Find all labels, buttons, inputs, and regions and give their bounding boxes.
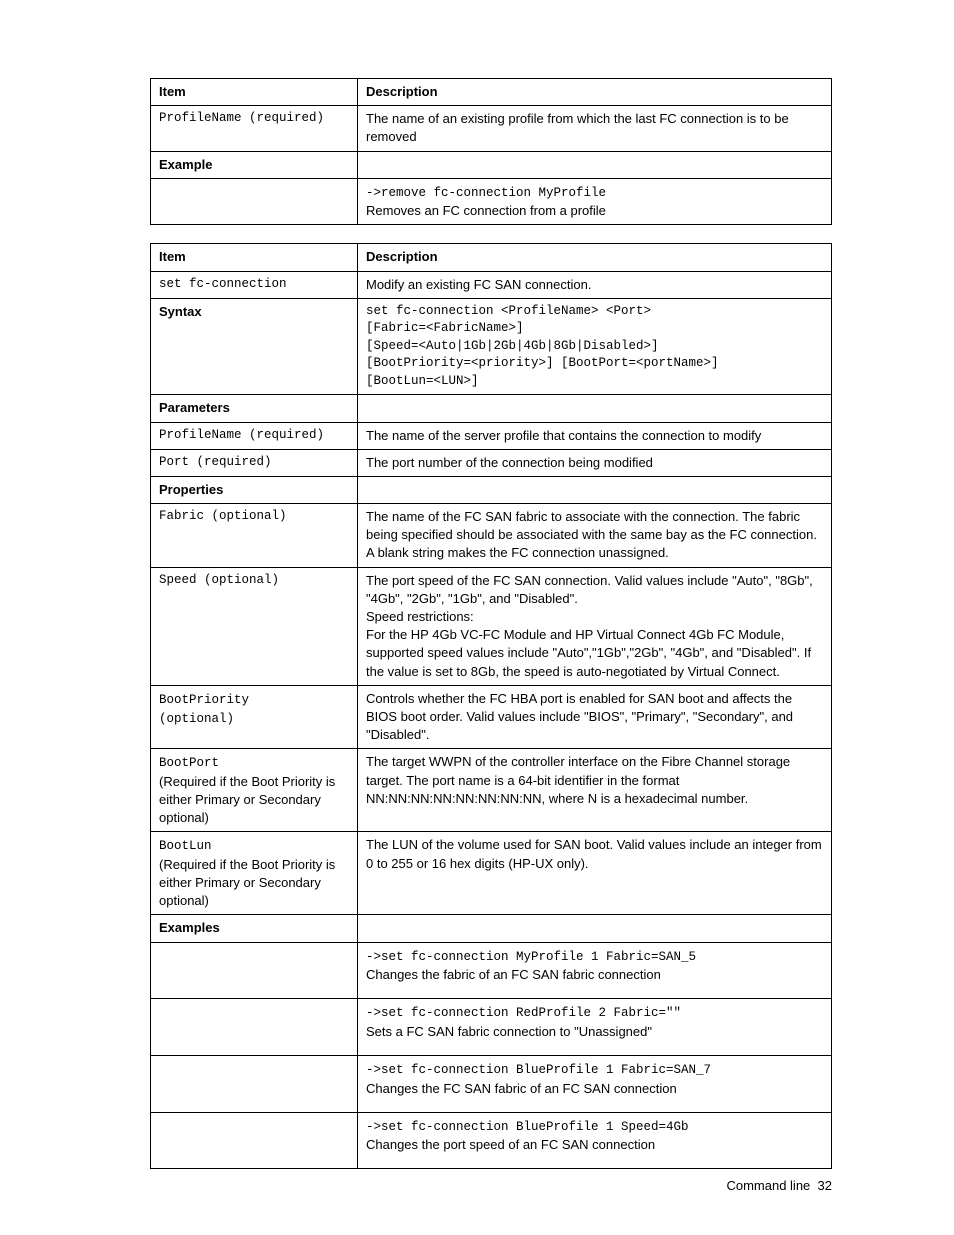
col-header-desc: Description (358, 79, 832, 106)
syntax-l2: [Fabric=<FabricName>] (366, 321, 524, 335)
properties-label: Properties (151, 476, 358, 503)
prop-fabric: Fabric (optional) (151, 504, 358, 568)
footer-page: 32 (818, 1178, 832, 1193)
param-port-desc: The port number of the connection being … (358, 449, 832, 476)
example-label: Example (151, 151, 358, 178)
syntax-block: set fc-connection <ProfileName> <Port> [… (358, 298, 832, 395)
prop-fabric-desc: The name of the FC SAN fabric to associa… (358, 504, 832, 568)
example-desc: Removes an FC connection from a profile (366, 203, 606, 218)
example-1-code: ->set fc-connection MyProfile 1 Fabric=S… (366, 950, 696, 964)
prop-speed-desc: The port speed of the FC SAN connection.… (358, 567, 832, 685)
example-empty (358, 151, 832, 178)
col-header-item: Item (151, 79, 358, 106)
example-2-empty (151, 999, 358, 1056)
prop-bootport-desc: The target WWPN of the controller interf… (358, 749, 832, 832)
example-4-desc: Changes the port speed of an FC SAN conn… (366, 1137, 655, 1152)
example-3-code: ->set fc-connection BlueProfile 1 Fabric… (366, 1063, 711, 1077)
examples-label: Examples (151, 915, 358, 942)
syntax-l5: [BootLun=<LUN>] (366, 374, 479, 388)
prop-bootpriority-opt: (optional) (159, 712, 234, 726)
prop-bootport-name: BootPort (159, 756, 219, 770)
param-profilename: ProfileName (required) (151, 106, 358, 151)
prop-bootlun-desc: The LUN of the volume used for SAN boot.… (358, 832, 832, 915)
example-4: ->set fc-connection BlueProfile 1 Speed=… (358, 1112, 832, 1169)
example-2-code: ->set fc-connection RedProfile 2 Fabric=… (366, 1006, 681, 1020)
example-1-desc: Changes the fabric of an FC SAN fabric c… (366, 967, 661, 982)
prop-speed: Speed (optional) (151, 567, 358, 685)
example-4-code: ->set fc-connection BlueProfile 1 Speed=… (366, 1120, 689, 1134)
examples-empty (358, 915, 832, 942)
example-code: ->remove fc-connection MyProfile (366, 186, 606, 200)
prop-bootpriority-desc: Controls whether the FC HBA port is enab… (358, 685, 832, 749)
page-footer: Command line 32 (726, 1177, 832, 1195)
syntax-l1: set fc-connection <ProfileName> <Port> (366, 304, 651, 318)
param-port: Port (required) (151, 449, 358, 476)
prop-bootlun-req: (Required if the Boot Priority is either… (159, 857, 335, 908)
prop-bootport-req: (Required if the Boot Priority is either… (159, 774, 335, 825)
table-remove-fc-connection: Item Description ProfileName (required) … (150, 78, 832, 225)
param-profilename-desc: The name of the server profile that cont… (358, 422, 832, 449)
prop-bootpriority: BootPriority (optional) (151, 685, 358, 749)
prop-bootpriority-name: BootPriority (159, 693, 249, 707)
param-profilename: ProfileName (required) (151, 422, 358, 449)
example-3: ->set fc-connection BlueProfile 1 Fabric… (358, 1056, 832, 1113)
example-item-empty (151, 178, 358, 225)
example-4-empty (151, 1112, 358, 1169)
footer-text: Command line (726, 1178, 810, 1193)
parameters-empty (358, 395, 832, 422)
syntax-l3: [Speed=<Auto|1Gb|2Gb|4Gb|8Gb|Disabled>] (366, 339, 659, 353)
table-set-fc-connection: Item Description set fc-connection Modif… (150, 243, 832, 1169)
prop-bootlun: BootLun (Required if the Boot Priority i… (151, 832, 358, 915)
example-3-empty (151, 1056, 358, 1113)
syntax-l4: [BootPriority=<priority>] [BootPort=<por… (366, 356, 719, 370)
example-2: ->set fc-connection RedProfile 2 Fabric=… (358, 999, 832, 1056)
prop-bootlun-name: BootLun (159, 839, 212, 853)
cmd-desc: Modify an existing FC SAN connection. (358, 271, 832, 298)
parameters-label: Parameters (151, 395, 358, 422)
example-content: ->remove fc-connection MyProfile Removes… (358, 178, 832, 225)
example-1: ->set fc-connection MyProfile 1 Fabric=S… (358, 942, 832, 999)
example-3-desc: Changes the FC SAN fabric of an FC SAN c… (366, 1081, 677, 1096)
example-2-desc: Sets a FC SAN fabric connection to "Unas… (366, 1024, 652, 1039)
example-1-empty (151, 942, 358, 999)
cmd-name: set fc-connection (151, 271, 358, 298)
param-profilename-desc: The name of an existing profile from whi… (358, 106, 832, 151)
col-header-item: Item (151, 244, 358, 271)
col-header-desc: Description (358, 244, 832, 271)
syntax-label: Syntax (151, 298, 358, 395)
prop-bootport: BootPort (Required if the Boot Priority … (151, 749, 358, 832)
properties-empty (358, 476, 832, 503)
